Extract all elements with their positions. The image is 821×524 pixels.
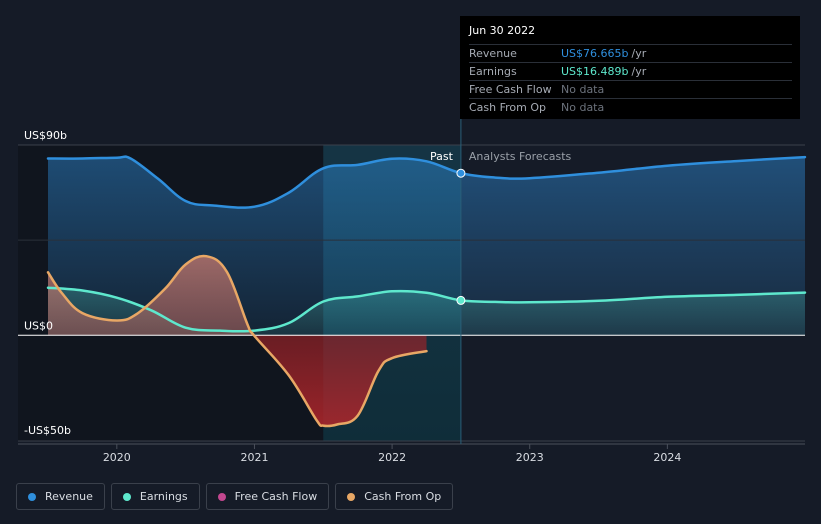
x-tick-label-2024: 2024 (653, 451, 681, 464)
x-tick-label-2023: 2023 (516, 451, 544, 464)
tooltip-date: Jun 30 2022 (469, 24, 792, 45)
legend-item-cash-from-op[interactable]: Cash From Op (335, 483, 454, 510)
legend-item-earnings[interactable]: Earnings (110, 483, 200, 510)
x-tick-label-2020: 2020 (103, 451, 131, 464)
cash-from-op-line (46, 254, 428, 428)
earnings-highlight-point (456, 295, 466, 305)
revenue-highlight-point (456, 168, 466, 178)
forecast-label: Analysts Forecasts (469, 150, 572, 163)
tooltip-series-value: US$16.489b (561, 65, 629, 78)
tooltip-series-value: No data (561, 101, 605, 114)
revenue-area (48, 156, 805, 336)
tooltip-series-value: No data (561, 83, 605, 96)
y-tick-label-us-90b: US$90b (24, 129, 67, 142)
revenue-line (46, 155, 807, 209)
tooltip-series-name: Free Cash Flow (469, 83, 552, 96)
legend-dot-icon (122, 492, 131, 501)
tooltip-row-earnings: Earnings US$16.489b/yr (469, 63, 792, 81)
tooltip-row-cash-from-op: Cash From Op No data (469, 99, 792, 116)
y-tick-label-us-0: US$0 (24, 319, 53, 332)
earnings-area (48, 287, 805, 336)
tooltip-row-revenue: Revenue US$76.665b/yr (469, 45, 792, 63)
x-tick-label-2021: 2021 (240, 451, 268, 464)
tooltip-series-value: US$76.665b (561, 47, 629, 60)
y-tick-label--us-50b: -US$50b (24, 424, 71, 437)
cash-from-op-area-negative (48, 335, 427, 427)
x-tick-label-2022: 2022 (378, 451, 406, 464)
legend-label: Revenue (45, 490, 93, 503)
tooltip-series-name: Earnings (469, 65, 517, 78)
legend: Revenue Earnings Free Cash Flow Cash From O… (16, 483, 454, 510)
legend-label: Free Cash Flow (234, 490, 318, 503)
legend-dot-icon (217, 492, 226, 501)
past-label: Past (430, 150, 454, 163)
legend-item-free-cash-flow[interactable]: Free Cash Flow (205, 483, 330, 510)
legend-dot-icon (347, 492, 356, 501)
legend-dot-icon (28, 492, 36, 501)
legend-item-revenue[interactable]: Revenue (16, 483, 105, 510)
tooltip-row-free-cash-flow: Free Cash Flow No data (469, 81, 792, 99)
legend-label: Cash From Op (364, 490, 442, 503)
tooltip-series-name: Cash From Op (469, 101, 547, 114)
tooltip-series-unit: /yr (631, 65, 647, 78)
tooltip-series-name: Revenue (469, 47, 517, 60)
cash-from-op-area-positive (48, 255, 254, 336)
earnings-line (46, 286, 807, 333)
tooltip-series-unit: /yr (631, 47, 647, 60)
legend-label: Earnings (139, 490, 188, 503)
tooltip-panel: Jun 30 2022 Revenue US$76.665b/yr Earnings… (460, 16, 800, 119)
